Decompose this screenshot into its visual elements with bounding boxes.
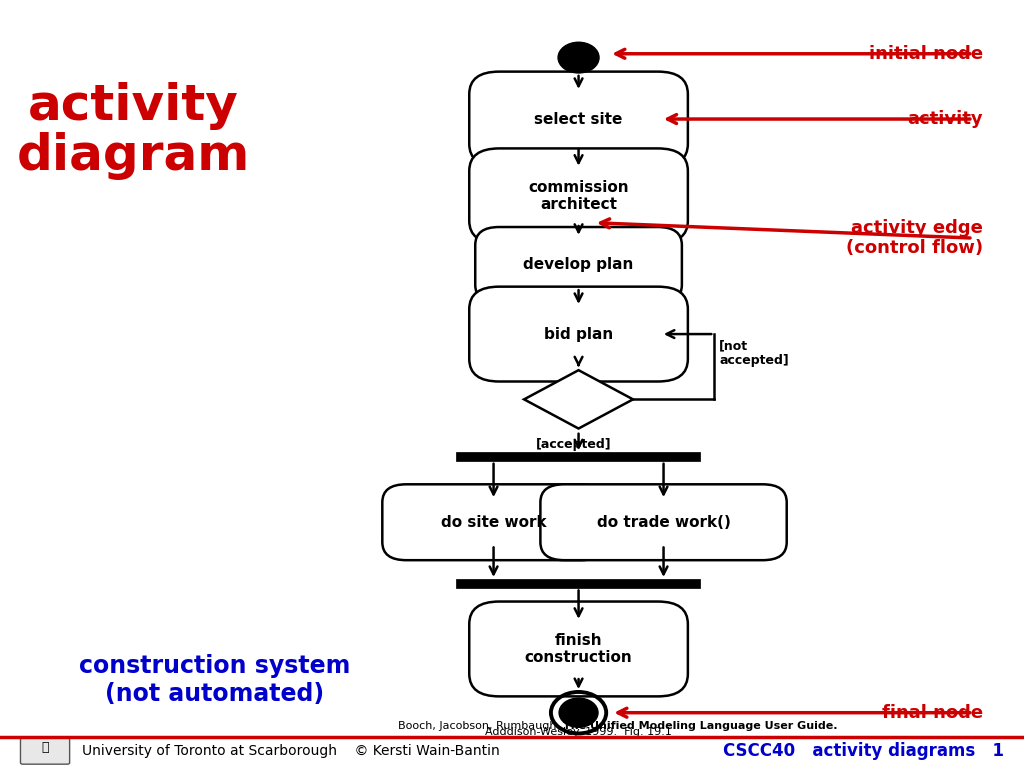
FancyBboxPatch shape — [541, 485, 786, 560]
Text: activity edge
(control flow): activity edge (control flow) — [846, 219, 983, 257]
Text: The Unified Modeling Language User Guide.: The Unified Modeling Language User Guide… — [563, 720, 838, 731]
Text: activity
diagram: activity diagram — [16, 81, 250, 180]
Text: initial node: initial node — [869, 45, 983, 63]
Text: develop plan: develop plan — [523, 257, 634, 273]
Circle shape — [558, 42, 599, 73]
FancyBboxPatch shape — [469, 601, 688, 697]
Text: [not
accepted]: [not accepted] — [719, 339, 790, 367]
FancyBboxPatch shape — [469, 286, 688, 382]
Text: CSCC40   activity diagrams   1: CSCC40 activity diagrams 1 — [723, 742, 1004, 760]
Text: bid plan: bid plan — [544, 326, 613, 342]
Text: Booch, Jacobson, Rumbaugh.: Booch, Jacobson, Rumbaugh. — [397, 720, 563, 731]
Circle shape — [559, 698, 598, 727]
FancyBboxPatch shape — [382, 485, 605, 560]
Text: do trade work(): do trade work() — [597, 515, 730, 530]
Text: construction system
(not automated): construction system (not automated) — [79, 654, 351, 706]
Text: commission
architect: commission architect — [528, 180, 629, 212]
FancyBboxPatch shape — [469, 148, 688, 243]
Text: Adddison-Wesley. 1999.  Fig. 19.1: Adddison-Wesley. 1999. Fig. 19.1 — [485, 727, 672, 737]
Text: do site work: do site work — [440, 515, 547, 530]
Text: activity: activity — [907, 110, 983, 128]
Text: [accepted]: [accepted] — [536, 438, 611, 451]
FancyBboxPatch shape — [469, 71, 688, 167]
Text: finish
construction: finish construction — [524, 633, 633, 665]
FancyBboxPatch shape — [20, 738, 70, 764]
FancyBboxPatch shape — [475, 227, 682, 303]
Polygon shape — [524, 370, 633, 429]
Text: University of Toronto at Scarborough    © Kersti Wain-Bantin: University of Toronto at Scarborough © K… — [82, 744, 500, 758]
Text: 🌳: 🌳 — [41, 741, 49, 753]
Text: final node: final node — [882, 703, 983, 722]
Text: select site: select site — [535, 111, 623, 127]
